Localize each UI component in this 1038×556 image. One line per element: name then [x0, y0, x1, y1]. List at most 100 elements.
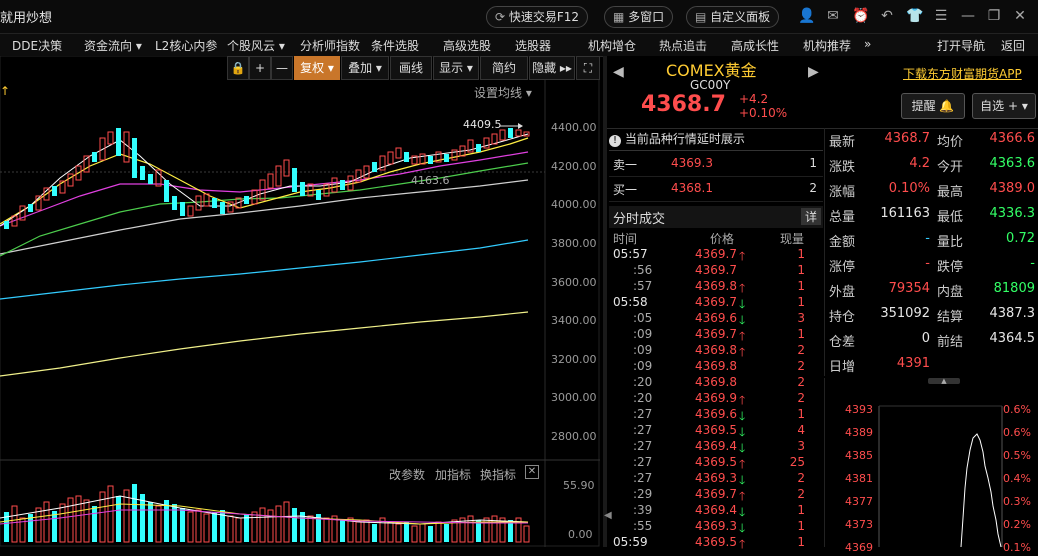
close-indicator-icon[interactable]: ✕	[525, 465, 539, 479]
collapse-arrow-icon[interactable]: ◀	[604, 510, 612, 521]
stat-value: 81809	[993, 281, 1035, 296]
menu-analyst-index[interactable]: 分析师指数	[300, 39, 361, 53]
tick-row: :09 4369.8 2	[609, 359, 823, 375]
price-tick: 3000.00	[551, 391, 597, 404]
down-arrow-icon: 🡓	[739, 313, 746, 327]
ticks-title-bar: 分时成交 详	[609, 206, 823, 228]
next-instrument-icon[interactable]: ▶	[808, 64, 819, 80]
mini-pct-tick: 0.3%	[1003, 495, 1031, 508]
close-icon[interactable]: ✕	[1014, 8, 1026, 24]
stat-value: 0.72	[1006, 231, 1035, 246]
fullscreen-button[interactable]: ⛶	[576, 56, 600, 80]
display-dropdown[interactable]: 显示 ▾	[433, 56, 479, 80]
stat-label: 外盘	[829, 285, 856, 300]
menu-hot-tracking[interactable]: 热点追击	[659, 39, 708, 53]
stat-row: 持仓 351092 结算 4387.3	[825, 303, 1038, 328]
collapse-stats-handle[interactable]: ▲	[928, 378, 960, 385]
tick-row: 05:58 4369.7 🡓 1	[609, 295, 823, 311]
stat-value: 4364.5	[989, 331, 1036, 346]
menu-capital-flow[interactable]: 资金流向 ▾	[84, 39, 142, 53]
up-arrow-icon: ↑	[0, 84, 11, 98]
restore-rights-dropdown[interactable]: 复权 ▾	[294, 56, 340, 80]
down-arrow-icon: 🡓	[739, 521, 746, 535]
stat-label: 涨幅	[829, 185, 856, 200]
quick-trade-button[interactable]: ⟳ 快速交易F12	[486, 6, 589, 28]
draw-line-button[interactable]: 画线	[390, 56, 432, 80]
up-arrow-icon: 🡑	[739, 489, 746, 503]
watchlist-button[interactable]: 自选 + ▾	[972, 93, 1036, 119]
stat-label: 前结	[937, 335, 964, 350]
menu-icon[interactable]: ☰	[934, 8, 948, 24]
menu-stock-picker[interactable]: 选股器	[515, 39, 552, 53]
quote-header	[607, 56, 1038, 129]
menu-more[interactable]: »	[864, 37, 872, 51]
stat-value: 161163	[880, 206, 930, 221]
menu-stock-storm[interactable]: 个股风云 ▾	[227, 39, 285, 53]
alarm-icon[interactable]: ⏰	[852, 8, 870, 24]
last-price: 4368.7	[641, 92, 726, 117]
restore-icon[interactable]: ❐	[987, 8, 1001, 24]
mail-icon[interactable]: ✉	[827, 8, 839, 24]
menu-l2[interactable]: L2核心内参	[155, 39, 218, 53]
mini-pct-tick: 0.5%	[1003, 449, 1031, 462]
minimize-icon[interactable]: —	[961, 8, 975, 24]
zoom-out-button[interactable]: —	[271, 56, 293, 80]
tick-row: :56 4369.7 1	[609, 263, 823, 279]
setup-ma-dropdown[interactable]: 设置均线 ▾	[474, 86, 532, 100]
mini-price-tick: 4393	[845, 403, 873, 416]
zoom-in-button[interactable]: +	[249, 56, 271, 80]
down-arrow-icon: 🡓	[739, 409, 746, 423]
overlay-dropdown[interactable]: 叠加 ▾	[341, 56, 389, 80]
up-arrow-icon: 🡑	[739, 249, 746, 263]
stat-value: 4391	[896, 356, 930, 371]
stat-value: 4336.3	[989, 206, 1036, 221]
add-indicator-link[interactable]: 加指标	[435, 468, 472, 482]
menu-high-growth[interactable]: 高成长性	[731, 39, 780, 53]
back-icon[interactable]: ↶	[881, 8, 893, 24]
tick-time: :57	[633, 279, 653, 293]
tick-time: :27	[633, 407, 653, 421]
menu-back[interactable]: 返回	[1001, 39, 1026, 53]
menu-inst-recommend[interactable]: 机构推荐	[803, 39, 852, 53]
detail-button[interactable]: 详	[800, 208, 821, 225]
tick-row: :27 4369.5 🡓 4	[609, 423, 823, 439]
download-app-link[interactable]: 下载东方财富期货APP	[903, 67, 1022, 81]
stat-row: 涨跌 4.2 今开 4363.6	[825, 153, 1038, 178]
stat-value: 4387.3	[989, 306, 1036, 321]
ticks-title: 分时成交	[613, 212, 666, 227]
custom-panel-button[interactable]: ▤ 自定义面板	[686, 6, 780, 28]
up-arrow-icon: 🡑	[739, 345, 746, 359]
panel-divider[interactable]	[603, 56, 607, 547]
stat-value: -	[925, 231, 930, 246]
tick-price: 4369.7	[695, 327, 737, 341]
delay-notice: ! 当前品种行情延时展示	[609, 130, 745, 147]
menu-condition-pick[interactable]: 条件选股	[371, 39, 420, 53]
stat-label: 仓差	[829, 335, 856, 350]
prev-instrument-icon[interactable]: ◀	[613, 64, 624, 80]
skin-icon[interactable]: 👕	[906, 8, 924, 24]
switch-indicator-link[interactable]: 换指标	[480, 468, 517, 482]
hide-button[interactable]: 隐藏 ▸▸	[529, 56, 575, 80]
remind-button[interactable]: 提醒 🔔	[901, 93, 965, 119]
lock-button[interactable]: 🔒	[227, 56, 249, 80]
simple-button[interactable]: 简约	[480, 56, 528, 80]
stat-value: 4366.6	[989, 131, 1036, 146]
tick-row: :20 4369.9 🡑 2	[609, 391, 823, 407]
menu-inst-increase[interactable]: 机构增仓	[588, 39, 637, 53]
user-icon[interactable]: 👤	[798, 8, 816, 24]
stat-value: -	[1030, 256, 1035, 271]
tick-volume: 1	[797, 503, 805, 517]
mini-price-tick: 4377	[845, 495, 873, 508]
intraday-mini-svg	[878, 405, 1003, 547]
menu-dde[interactable]: DDE决策	[12, 39, 63, 53]
tick-volume: 1	[797, 295, 805, 309]
tick-time: :05	[633, 311, 653, 325]
down-arrow-icon: 🡓	[739, 425, 746, 439]
tick-volume: 2	[797, 471, 805, 485]
menu-advanced-pick[interactable]: 高级选股	[443, 39, 492, 53]
price-tick: 3600.00	[551, 276, 597, 289]
multi-window-button[interactable]: ▦ 多窗口	[604, 6, 674, 28]
menu-open-nav[interactable]: 打开导航	[937, 39, 986, 53]
edit-params-link[interactable]: 改参数	[389, 468, 426, 482]
kline-chart-area[interactable]	[0, 56, 600, 547]
